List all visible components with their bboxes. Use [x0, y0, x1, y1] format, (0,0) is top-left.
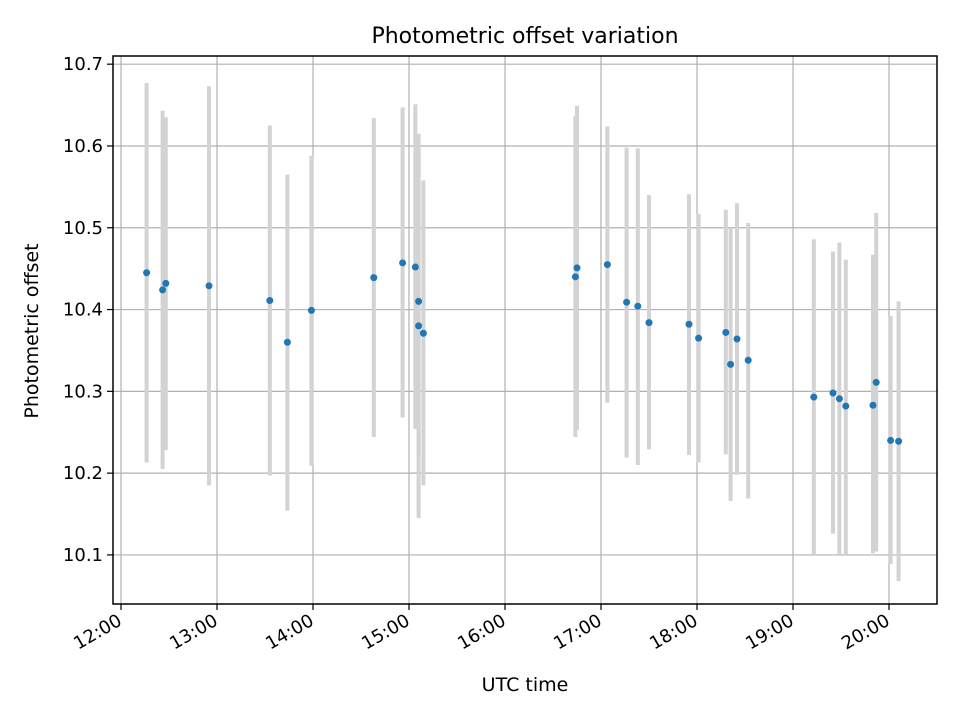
y-tick-label: 10.4 — [63, 300, 103, 321]
data-point — [722, 328, 730, 336]
data-point — [829, 389, 837, 397]
data-point — [399, 259, 407, 267]
x-axis-label: UTC time — [482, 674, 569, 696]
y-axis-label: Photometric offset — [21, 243, 43, 418]
chart-title: Photometric offset variation — [371, 24, 678, 49]
data-point — [205, 282, 213, 290]
data-point — [869, 401, 877, 409]
data-point — [307, 306, 315, 314]
data-point — [727, 360, 735, 368]
data-point — [571, 273, 579, 281]
data-point — [887, 436, 895, 444]
y-axis-ticks: 10.1 10.2 10.3 10.4 10.5 10.6 10.7 — [63, 54, 113, 566]
data-point — [695, 334, 703, 342]
y-tick-label: 10.3 — [63, 381, 103, 402]
data-point — [685, 320, 693, 328]
data-point — [895, 437, 903, 445]
data-point — [370, 274, 378, 282]
y-tick-label: 10.1 — [63, 545, 103, 566]
data-point — [733, 335, 741, 343]
data-point — [266, 297, 274, 305]
data-point — [842, 402, 850, 410]
data-point — [159, 286, 167, 294]
data-point — [634, 302, 642, 310]
data-point — [415, 297, 423, 305]
y-tick-label: 10.6 — [63, 136, 103, 157]
y-tick-label: 10.5 — [63, 218, 103, 239]
data-point — [623, 298, 631, 306]
data-points — [143, 259, 903, 445]
data-point — [744, 356, 752, 364]
y-tick-label: 10.2 — [63, 463, 103, 484]
data-point — [810, 393, 818, 401]
plot-frame — [112, 55, 938, 605]
y-tick-label: 10.7 — [63, 54, 103, 75]
grid-lines — [113, 56, 937, 604]
data-point — [283, 338, 291, 346]
data-point — [162, 279, 170, 287]
data-point — [415, 322, 423, 330]
data-point — [872, 378, 880, 386]
data-point — [411, 263, 419, 271]
data-point — [419, 329, 427, 337]
data-point — [835, 395, 843, 403]
data-point — [573, 264, 581, 272]
data-point — [143, 269, 151, 277]
data-point — [645, 319, 653, 327]
data-point — [603, 261, 611, 269]
